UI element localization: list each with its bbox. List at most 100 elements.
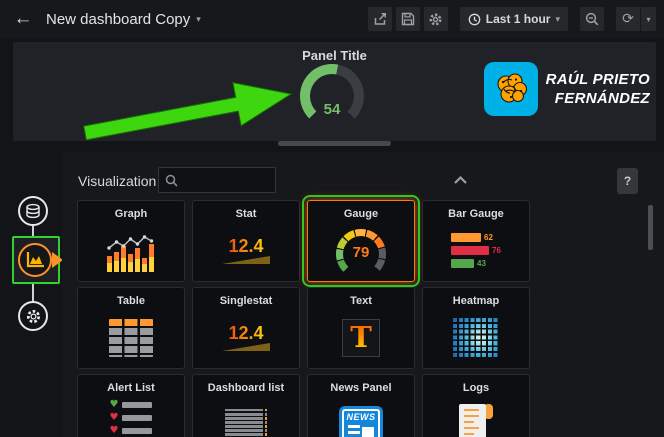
text-glyph: T <box>350 320 372 354</box>
visualization-tab-circle <box>18 243 52 277</box>
news-panel-icon: NEWS <box>308 394 414 437</box>
time-range-picker[interactable]: Last 1 hour ▾ <box>459 7 568 31</box>
help-button[interactable]: ? <box>617 168 638 194</box>
dashboard-list-icon <box>193 394 299 437</box>
dashboard-title-menu[interactable]: New dashboard Copy ▾ <box>46 11 201 28</box>
pane-resize-handle[interactable] <box>278 141 391 146</box>
brand-name-line2: FERNÁNDEZ <box>554 90 650 107</box>
viz-card-graph[interactable]: Graph <box>77 200 185 282</box>
clock-icon <box>468 13 481 25</box>
stat-value: 12.4 <box>228 236 264 256</box>
bar-gauge-icon: 62 76 43 <box>423 220 529 281</box>
dashboard-title: New dashboard Copy <box>46 10 191 28</box>
viz-card-label: Graph <box>114 208 148 220</box>
heart-icon: ♥ <box>109 425 119 436</box>
stat-icon: 12.4 <box>193 220 299 281</box>
logs-icon <box>423 394 529 437</box>
viz-card-alert-list[interactable]: Alert List ♥ ♥ ♥ ♥ <box>77 374 185 437</box>
heart-icon: ♥ <box>109 412 119 423</box>
sidebar-item-general[interactable] <box>18 301 48 331</box>
viz-card-label: Bar Gauge <box>448 208 504 220</box>
back-button[interactable]: ← <box>8 6 38 32</box>
refresh-group: ⟳ ▾ <box>616 7 656 31</box>
caret-down-icon: ▾ <box>646 14 651 24</box>
viz-card-label: Text <box>350 295 372 307</box>
viz-card-logs[interactable]: Logs <box>422 374 530 437</box>
refresh-interval-button[interactable]: ▾ <box>641 7 656 31</box>
gear-wrench-icon <box>26 309 40 323</box>
search-icon <box>165 174 178 187</box>
table-icon <box>78 307 184 368</box>
save-icon <box>401 12 414 26</box>
time-range-label: Last 1 hour <box>485 12 551 26</box>
viz-card-heatmap[interactable]: Heatmap <box>422 287 530 369</box>
zoom-out-icon <box>585 12 599 26</box>
zoom-out-button[interactable] <box>580 7 604 31</box>
graph-icon <box>78 220 184 281</box>
viz-card-label: Gauge <box>343 208 379 220</box>
database-icon <box>26 203 40 219</box>
brand-logo <box>483 62 538 116</box>
visualization-search[interactable] <box>158 167 276 193</box>
viz-card-text[interactable]: Text T <box>307 287 415 369</box>
bar-value: 76 <box>492 246 501 255</box>
share-icon <box>374 13 386 25</box>
search-input[interactable] <box>183 173 269 187</box>
brand-name: RAÚL PRIETO FERNÁNDEZ <box>546 70 650 108</box>
viz-card-label: Alert List <box>107 382 155 394</box>
gauge-visualization: 54 <box>300 64 364 134</box>
gauge-icon-arc <box>336 228 386 279</box>
visualization-pane: Visualization ? Graph <box>62 152 664 437</box>
refresh-icon: ⟳ <box>622 11 634 27</box>
caret-down-icon: ▾ <box>196 13 201 24</box>
dashboard-canvas: Panel Title 54 <box>0 38 664 152</box>
panel-settings-button[interactable] <box>423 7 448 31</box>
viz-card-dashboard-list[interactable]: Dashboard list <box>192 374 300 437</box>
panel-title[interactable]: Panel Title <box>302 48 367 63</box>
gear-icon <box>429 13 442 25</box>
news-line <box>348 430 360 434</box>
visualization-grid: Graph <box>77 195 530 437</box>
gauge-arc <box>300 64 364 128</box>
viz-card-stat[interactable]: Stat 12.4 <box>192 200 300 282</box>
bar-value: 62 <box>484 233 493 242</box>
brand-name-line1: RAÚL PRIETO <box>545 71 650 88</box>
gauge-panel: Panel Title 54 <box>13 42 656 141</box>
news-word: NEWS <box>346 411 376 422</box>
viz-card-label: Heatmap <box>452 295 500 307</box>
viz-card-gauge[interactable]: Gauge 79 <box>302 195 420 287</box>
heart-icon: ♥ <box>109 399 119 410</box>
sidebar-item-queries[interactable] <box>18 196 48 226</box>
back-arrow-icon: ← <box>13 8 33 29</box>
stat-sparkline <box>222 256 270 264</box>
gauge-value: 54 <box>323 101 341 118</box>
sidebar-item-visualization[interactable] <box>12 236 63 284</box>
chevron-up-icon <box>453 175 467 184</box>
topbar-actions: Last 1 hour ▾ ⟳ ▾ <box>367 7 656 31</box>
share-button[interactable] <box>367 7 392 31</box>
viz-card-label: News Panel <box>330 382 392 394</box>
singlestat-icon: 12.4 <box>193 307 299 368</box>
brain-icon <box>497 73 527 103</box>
viz-card-table[interactable]: Table <box>77 287 185 369</box>
gauge-icon-value: 79 <box>352 243 370 261</box>
news-line <box>348 424 360 428</box>
viz-card-news-panel[interactable]: News Panel NEWS <box>307 374 415 437</box>
area-chart-icon <box>26 252 44 268</box>
viz-card-label: Stat <box>235 208 257 220</box>
active-tab-arrow-icon <box>52 252 63 268</box>
brand-watermark: RAÚL PRIETO FERNÁNDEZ <box>483 62 650 116</box>
save-button[interactable] <box>395 7 420 31</box>
singlestat-sparkline <box>222 343 270 351</box>
collapse-section-button[interactable] <box>448 171 472 189</box>
scrollbar-thumb[interactable] <box>648 205 653 250</box>
refresh-button[interactable]: ⟳ <box>616 7 640 31</box>
viz-card-singlestat[interactable]: Singlestat 12.4 <box>192 287 300 369</box>
viz-card-label: Table <box>117 295 145 307</box>
viz-card-bar-gauge[interactable]: Bar Gauge 62 76 43 <box>422 200 530 282</box>
viz-card-label: Dashboard list <box>207 382 285 394</box>
pane-section-title: Visualization <box>78 173 157 189</box>
news-image-block <box>362 426 374 437</box>
heatmap-icon <box>423 307 529 368</box>
